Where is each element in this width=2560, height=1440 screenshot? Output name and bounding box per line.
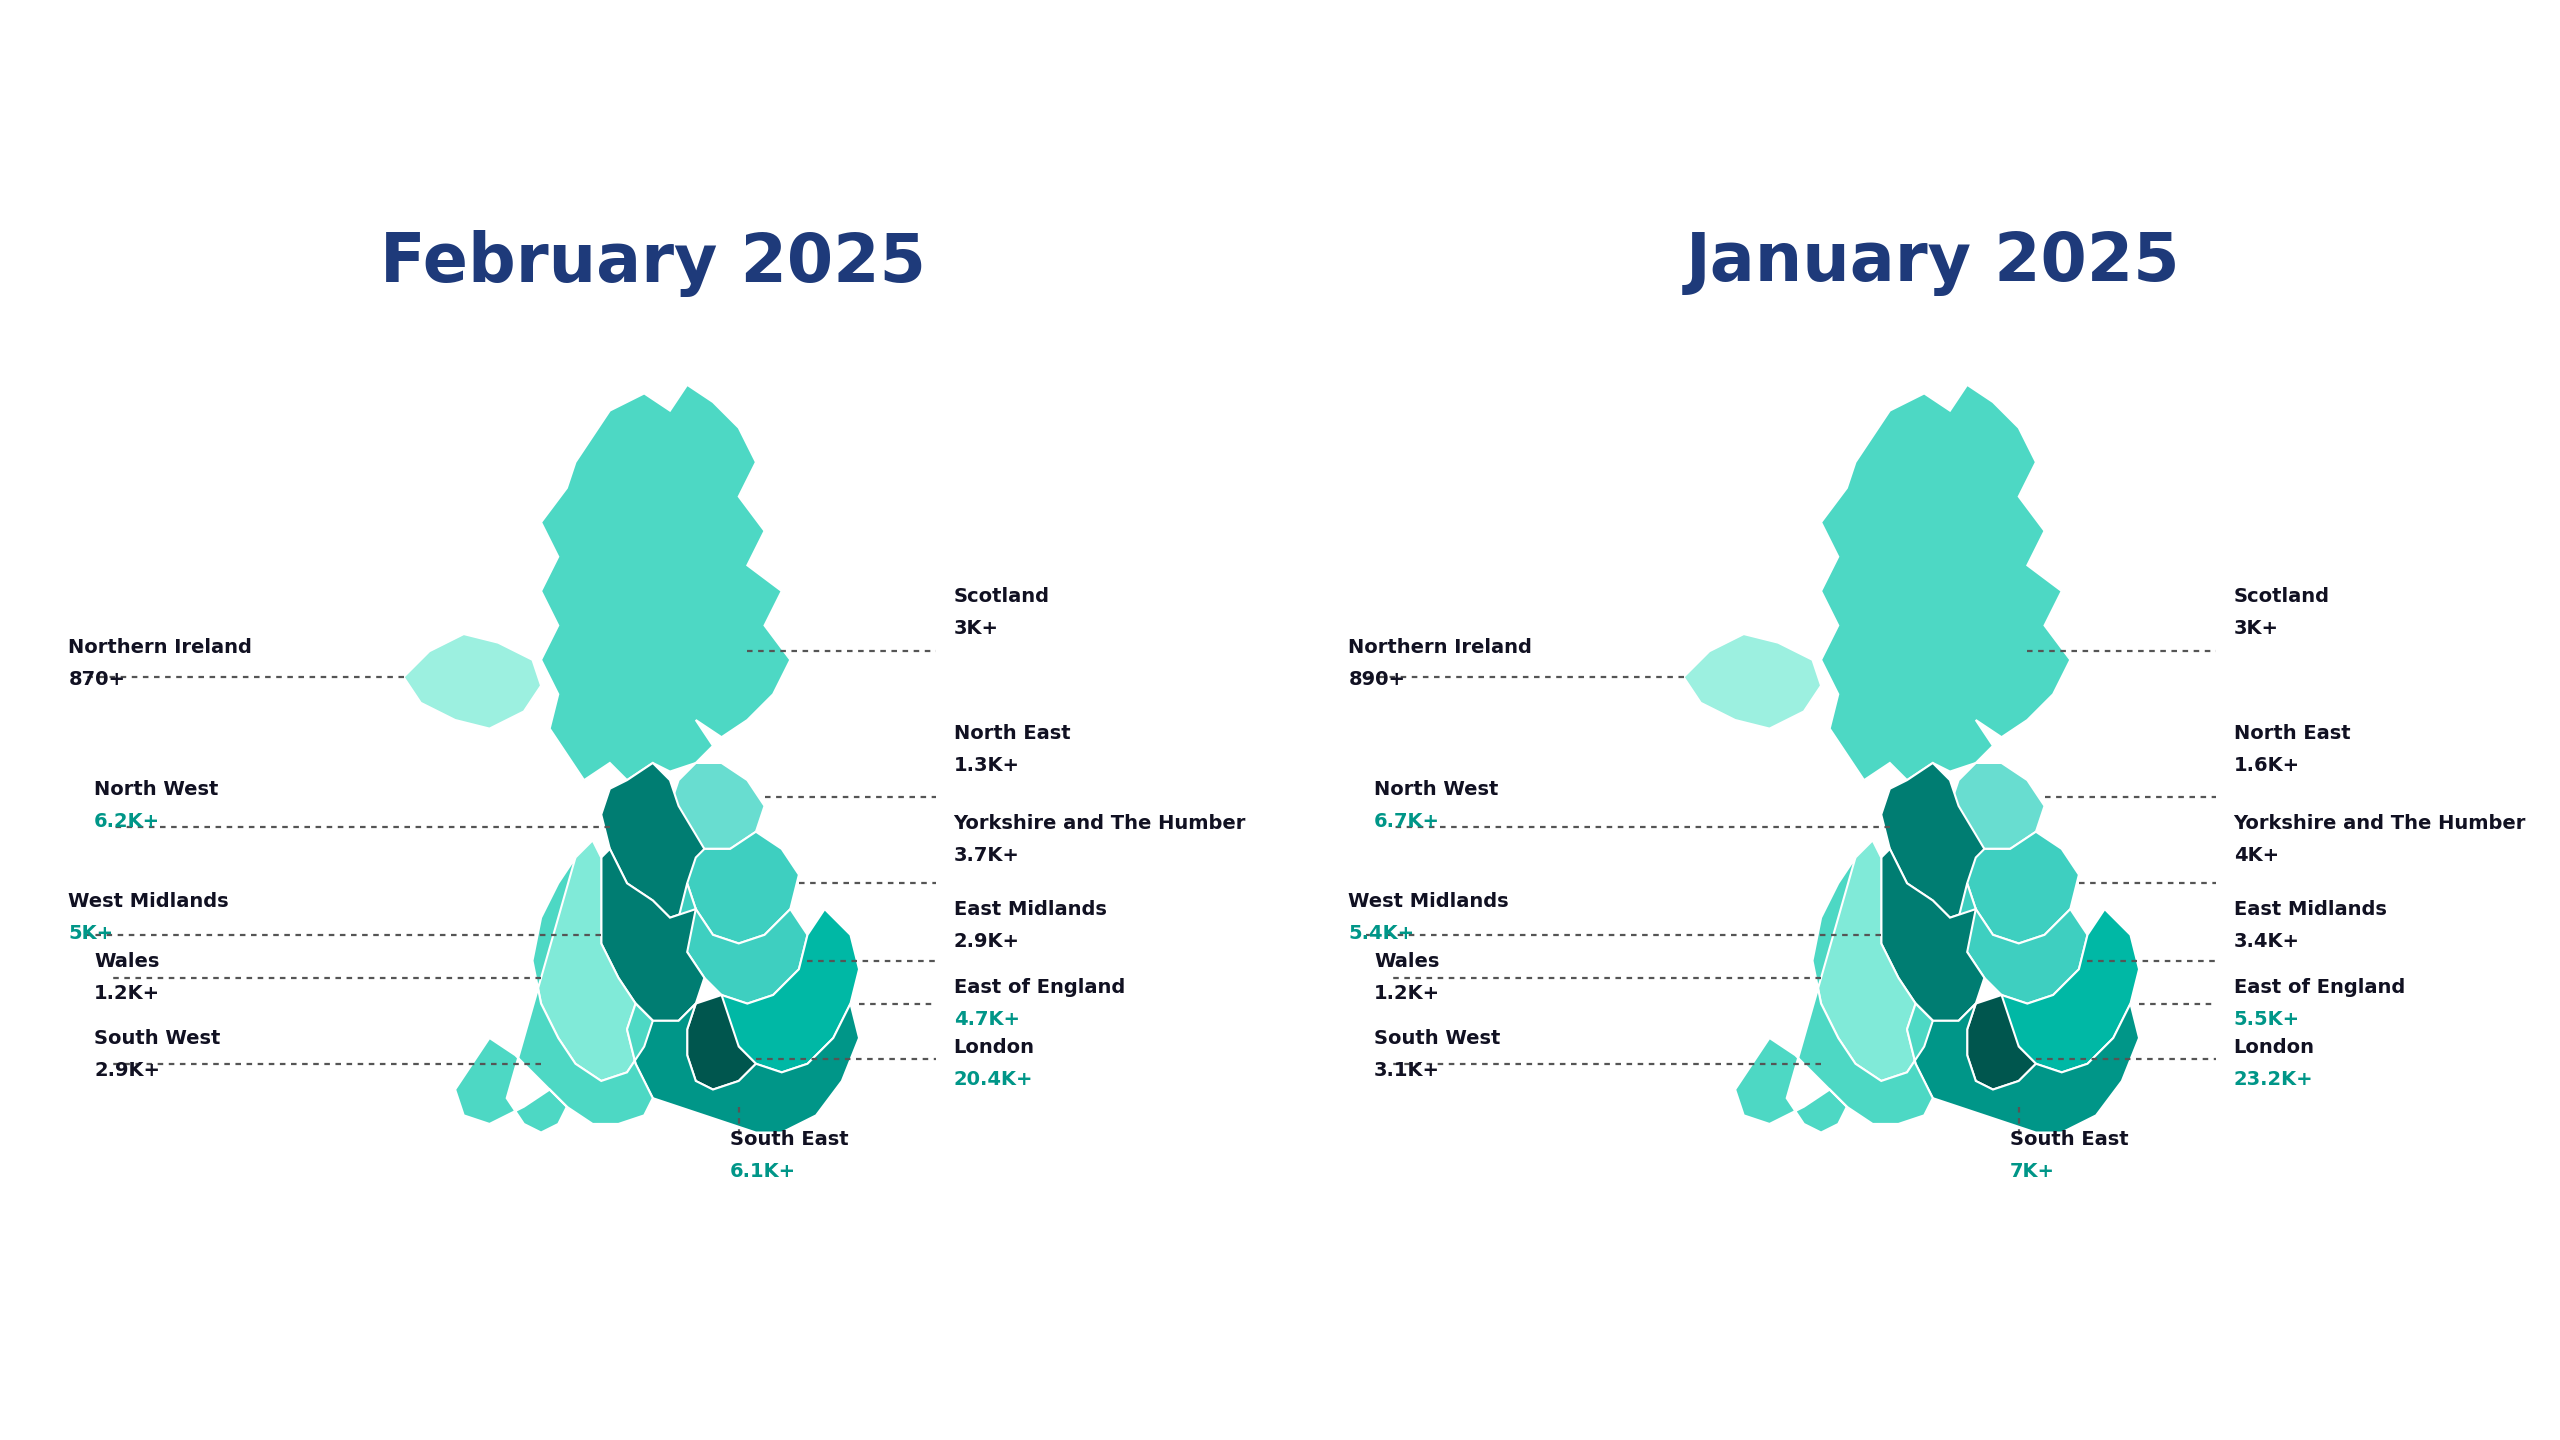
Text: East of England: East of England [2232,978,2404,996]
Polygon shape [2002,909,2140,1073]
Polygon shape [686,832,799,943]
Text: 2.9K+: 2.9K+ [95,1061,161,1080]
Text: London: London [2232,1038,2314,1057]
Text: North West: North West [95,780,218,799]
Text: 6.7K+: 6.7K+ [1375,812,1441,831]
Text: 1.3K+: 1.3K+ [952,756,1019,775]
Text: 3K+: 3K+ [2232,619,2278,638]
Polygon shape [627,1004,860,1132]
Text: West Midlands: West Midlands [69,891,228,910]
Text: South West: South West [1375,1030,1500,1048]
Text: North East: North East [952,724,1070,743]
Text: South East: South East [730,1130,850,1149]
Polygon shape [1882,763,2010,917]
Text: February 2025: February 2025 [379,230,927,297]
Text: 4.7K+: 4.7K+ [952,1009,1019,1028]
Polygon shape [1812,841,1933,1081]
Text: 1.2K+: 1.2K+ [1375,984,1441,1002]
Text: 870+: 870+ [69,670,125,690]
Polygon shape [540,384,791,780]
Polygon shape [1820,384,2071,780]
Polygon shape [671,763,765,850]
Text: 5.4K+: 5.4K+ [1349,923,1416,943]
Polygon shape [456,857,653,1132]
Text: Northern Ireland: Northern Ireland [69,638,253,657]
Text: January 2025: January 2025 [1684,230,2181,297]
Text: West Midlands: West Midlands [1349,891,1508,910]
Text: 890+: 890+ [1349,670,1405,690]
Text: 7K+: 7K+ [2010,1162,2056,1181]
Polygon shape [1958,883,2086,1004]
Text: Wales: Wales [1375,952,1439,971]
Text: 6.1K+: 6.1K+ [730,1162,796,1181]
Polygon shape [678,883,806,1004]
Text: 5.5K+: 5.5K+ [2232,1009,2299,1028]
Text: South West: South West [95,1030,220,1048]
Polygon shape [1951,763,2045,850]
Text: 20.4K+: 20.4K+ [952,1070,1034,1089]
Polygon shape [1966,995,2035,1090]
Polygon shape [1736,857,1933,1132]
Text: 1.2K+: 1.2K+ [95,984,161,1002]
Polygon shape [404,634,540,729]
Text: 6.2K+: 6.2K+ [95,812,161,831]
Polygon shape [722,909,860,1073]
Polygon shape [1907,1004,2140,1132]
Text: 23.2K+: 23.2K+ [2232,1070,2314,1089]
Text: 3K+: 3K+ [952,619,998,638]
Polygon shape [1966,832,2079,943]
Polygon shape [532,841,653,1081]
Text: South East: South East [2010,1130,2130,1149]
Text: 4K+: 4K+ [2232,847,2278,865]
Text: 3.1K+: 3.1K+ [1375,1061,1441,1080]
Text: Northern Ireland: Northern Ireland [1349,638,1533,657]
Text: East Midlands: East Midlands [952,900,1106,919]
Polygon shape [686,995,755,1090]
Polygon shape [1684,634,1820,729]
Polygon shape [602,850,704,1021]
Polygon shape [1882,850,1984,1021]
Text: 3.4K+: 3.4K+ [2232,932,2299,952]
Text: Scotland: Scotland [2232,586,2330,606]
Text: Yorkshire and The Humber: Yorkshire and The Humber [2232,815,2527,834]
Text: 2.9K+: 2.9K+ [952,932,1019,952]
Polygon shape [602,763,730,917]
Text: Scotland: Scotland [952,586,1050,606]
Text: 1.6K+: 1.6K+ [2232,756,2299,775]
Text: East of England: East of England [952,978,1124,996]
Text: North West: North West [1375,780,1498,799]
Text: Yorkshire and The Humber: Yorkshire and The Humber [952,815,1247,834]
Text: 3.7K+: 3.7K+ [952,847,1019,865]
Text: Wales: Wales [95,952,159,971]
Text: London: London [952,1038,1034,1057]
Text: North East: North East [2232,724,2350,743]
Text: 5K+: 5K+ [69,923,113,943]
Text: East Midlands: East Midlands [2232,900,2386,919]
